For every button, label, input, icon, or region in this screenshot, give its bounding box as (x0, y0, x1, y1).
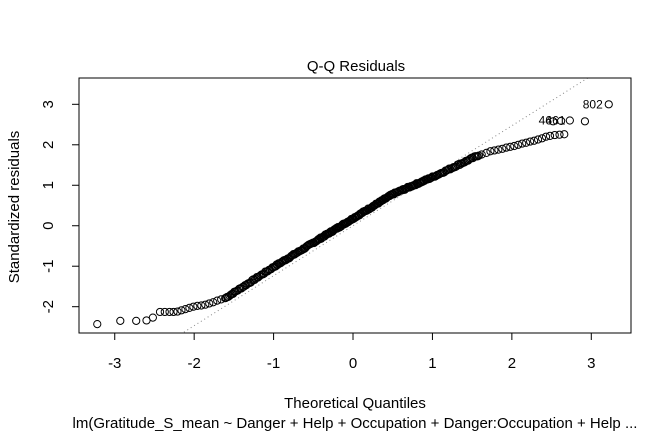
data-point (498, 144, 507, 153)
data-point (477, 150, 486, 159)
data-point (541, 132, 551, 141)
data-point (189, 302, 198, 311)
x-axis: -3 -2 -1 0 1 2 3 (108, 332, 595, 372)
x-tick-label: -2 (187, 355, 200, 372)
data-point (482, 148, 491, 157)
data-point (148, 313, 157, 322)
data-point (604, 100, 613, 109)
data-point (397, 186, 406, 195)
data-point (565, 116, 574, 125)
chart-subtitle: lm(Gratitude_S_mean ~ Danger + Help + Oc… (73, 415, 638, 432)
point-label: 461 (545, 114, 565, 128)
data-point (533, 135, 543, 144)
data-point (490, 146, 499, 155)
data-point (522, 138, 531, 147)
data-point (116, 316, 125, 325)
y-tick-label: 3 (40, 100, 57, 108)
data-point (177, 306, 186, 315)
x-tick-label: -3 (108, 355, 121, 372)
x-tick-label: 2 (508, 355, 516, 372)
data-point (213, 296, 222, 305)
data-point (526, 137, 535, 146)
data-point (402, 184, 411, 193)
data-point (530, 136, 539, 145)
data-point (502, 143, 511, 152)
point-label: 802 (583, 97, 603, 111)
data-point (494, 145, 503, 154)
data-point (518, 139, 527, 148)
data-point (155, 307, 165, 317)
data-point (165, 307, 174, 317)
data-point (506, 142, 515, 151)
data-point (160, 307, 169, 317)
data-point (473, 152, 482, 161)
data-point (580, 117, 590, 126)
reference-line (181, 78, 589, 333)
data-point (181, 305, 190, 314)
data-point (193, 301, 202, 310)
x-tick-label: 3 (587, 355, 595, 372)
point-label: 46 (539, 114, 553, 128)
data-point (549, 117, 558, 126)
chart-title: Q-Q Residuals (307, 58, 405, 75)
data-point (545, 131, 555, 140)
data-point (560, 130, 569, 139)
y-tick-label: -2 (40, 300, 57, 313)
y-axis: -2 -1 0 1 2 3 (40, 100, 80, 313)
data-point (453, 160, 462, 169)
x-tick-label: -1 (267, 355, 280, 372)
data-point (486, 147, 495, 156)
x-tick-label: 0 (349, 355, 357, 372)
data-point (185, 303, 194, 312)
data-point (201, 300, 210, 309)
data-point (93, 320, 102, 329)
data-point (132, 316, 141, 325)
y-tick-label: 0 (40, 222, 57, 230)
data-point (173, 307, 182, 316)
data-point (169, 307, 178, 317)
data-point (197, 301, 206, 310)
y-tick-label: 2 (40, 141, 57, 149)
data-point (557, 116, 566, 126)
data-point (550, 130, 559, 140)
data-point (510, 141, 519, 151)
data-point (514, 140, 523, 149)
y-axis-label: Standardized residuals (6, 131, 23, 284)
y-tick-label: 1 (40, 181, 57, 189)
data-points (93, 100, 613, 329)
x-axis-label: Theoretical Quantiles (284, 395, 426, 412)
data-point (555, 130, 564, 139)
data-point (209, 298, 218, 307)
data-point (537, 134, 547, 143)
x-tick-label: 1 (428, 355, 436, 372)
data-point (205, 299, 214, 308)
y-tick-label: -1 (40, 260, 57, 273)
